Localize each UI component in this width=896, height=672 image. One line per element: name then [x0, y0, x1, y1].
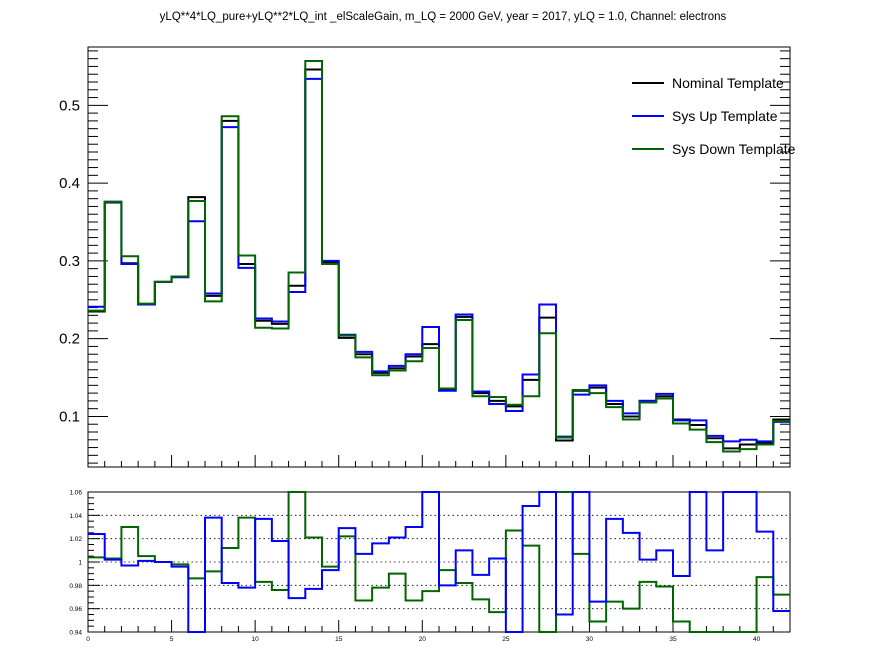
ratio-panel: 0.94 0.96 0.98 1 1.02 1.04 1.06 0 5 10 15 20 25 30 35 4…	[69, 490, 791, 643]
main-y-tick-label: 0.3	[59, 253, 80, 270]
ratio-x-tick-label: 10	[252, 636, 260, 643]
ratio-ticks: 0.94 0.96 0.98 1 1.02 1.04 1.06 0 5 10 15 20 25 30 35 4…	[69, 490, 791, 643]
ratio-y-tick-label: 1	[78, 560, 82, 567]
main-y-tick-label: 0.1	[59, 408, 80, 425]
ratio-y-tick-label: 0.94	[69, 630, 82, 637]
main-y-tick-label: 0.2	[59, 331, 80, 348]
ratio-series-0	[88, 491, 790, 633]
ratio-x-tick-label: 0	[86, 636, 90, 643]
ratio-x-tick-label: 15	[335, 636, 343, 643]
ratio-y-tick-label: 1.02	[69, 536, 82, 543]
legend-label-0: Nominal Template	[672, 75, 784, 91]
plot-title: yLQ**4*LQ_pure+yLQ**2*LQ_int _elScaleGai…	[160, 11, 727, 23]
ratio-x-tick-label: 25	[502, 636, 510, 643]
ratio-x-tick-label: 40	[753, 636, 761, 643]
main-panel: 0.1 0.2 0.3 0.4 0.5 Nominal Template Sys Up T…	[59, 46, 796, 468]
main-series	[88, 60, 790, 453]
ratio-x-tick-label: 5	[170, 636, 174, 643]
main-series-2	[88, 60, 790, 453]
ratio-y-tick-label: 0.98	[69, 583, 82, 590]
legend-label-2: Sys Down Template	[672, 141, 796, 157]
ratio-x-tick-label: 30	[586, 636, 594, 643]
ratio-y-tick-label: 1.06	[69, 490, 82, 497]
ratio-series	[88, 491, 790, 633]
ratio-y-tick-label: 0.96	[69, 606, 82, 613]
legend: Nominal Template Sys Up Template Sys Down …	[632, 75, 796, 157]
main-y-tick-label: 0.4	[59, 175, 80, 192]
main-ticks: 0.1 0.2 0.3 0.4 0.5	[59, 50, 791, 467]
ratio-x-tick-label: 35	[669, 636, 677, 643]
legend-label-1: Sys Up Template	[672, 108, 778, 124]
ratio-y-tick-label: 1.04	[69, 513, 82, 520]
ratio-x-tick-label: 20	[419, 636, 427, 643]
main-y-tick-label: 0.5	[59, 97, 80, 114]
